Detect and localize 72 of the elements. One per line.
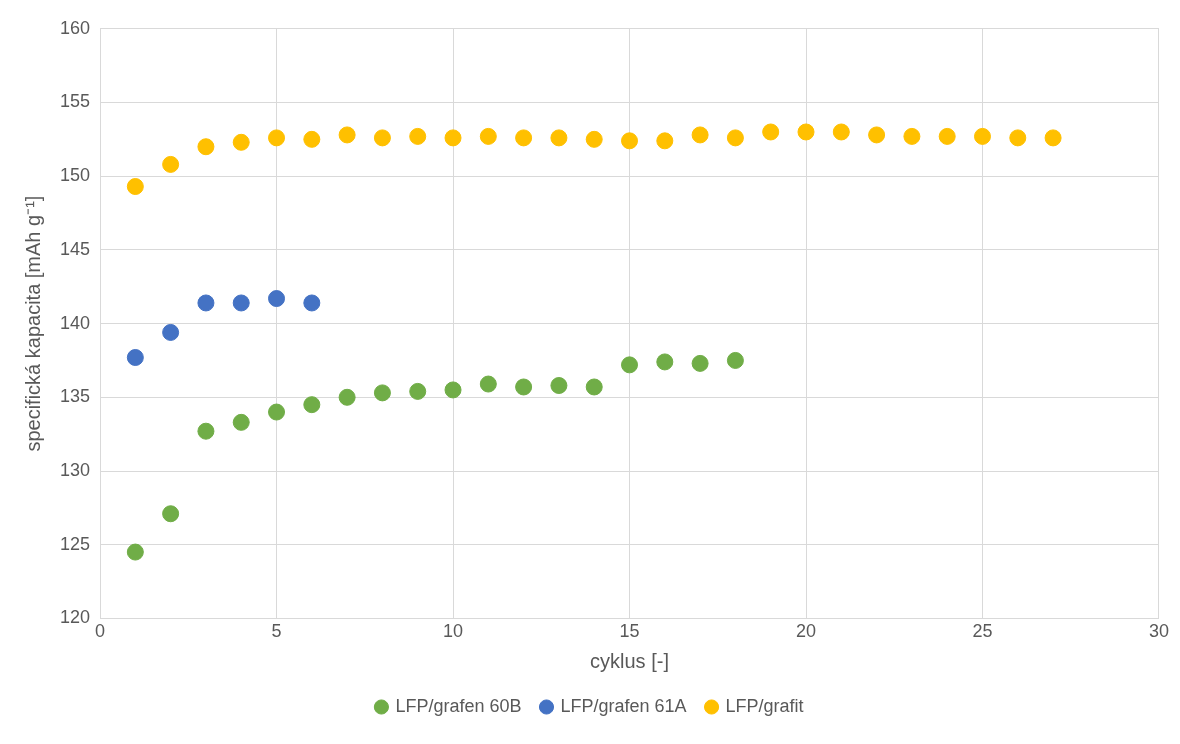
point [232, 294, 250, 312]
y-tick-label: 135 [59, 386, 91, 407]
y-tick-label: 150 [59, 165, 91, 186]
point [515, 378, 533, 396]
point [444, 381, 462, 399]
x-tick-label: 25 [972, 621, 993, 642]
point [832, 123, 850, 141]
point [762, 123, 780, 141]
point [162, 323, 180, 341]
point [797, 123, 815, 141]
point [232, 133, 250, 151]
point [550, 377, 568, 395]
point [303, 294, 321, 312]
point [268, 129, 286, 147]
point [303, 130, 321, 148]
point [268, 290, 286, 308]
y-tick-label: 130 [59, 459, 91, 480]
x-tick-label: 10 [443, 621, 464, 642]
point [1009, 129, 1027, 147]
point [409, 382, 427, 400]
x-tick-label: 20 [795, 621, 817, 642]
point [197, 294, 215, 312]
y-tick-label: 155 [59, 91, 91, 112]
point [268, 403, 286, 421]
point [303, 396, 321, 414]
point [585, 378, 603, 396]
x-tick-label: 0 [95, 621, 106, 642]
x-axis-title: cyklus [-] [590, 649, 669, 672]
point [515, 129, 533, 147]
point [338, 126, 356, 144]
point [621, 356, 639, 374]
point [585, 130, 603, 148]
point [162, 155, 180, 173]
x-tick-label: 5 [271, 621, 282, 642]
point [691, 126, 709, 144]
y-tick-label: 125 [59, 533, 91, 554]
legend-label: LFP/grafit [725, 695, 804, 716]
point [197, 138, 215, 156]
point [903, 127, 921, 145]
point [479, 127, 497, 145]
point [162, 505, 180, 523]
point [974, 127, 991, 145]
point [1044, 129, 1062, 147]
point [444, 129, 462, 147]
point [338, 388, 356, 406]
point [373, 129, 391, 147]
point [126, 543, 144, 561]
legend-label: LFP/grafen 60B [395, 695, 522, 716]
y-tick-label: 145 [59, 238, 91, 259]
point [479, 375, 497, 393]
point [232, 413, 250, 431]
point [726, 351, 744, 369]
y-tick-label: 140 [59, 312, 91, 333]
point [621, 132, 639, 150]
y-tick-label: 160 [59, 17, 91, 38]
point [656, 353, 674, 371]
point [126, 178, 144, 196]
x-tick-label: 30 [1148, 621, 1169, 642]
point [550, 129, 568, 147]
point [126, 349, 144, 366]
x-tick-label: 15 [619, 621, 640, 642]
point [938, 127, 956, 145]
point [656, 132, 674, 150]
point [409, 127, 427, 145]
point [726, 129, 744, 147]
point [691, 354, 709, 372]
point [197, 422, 215, 440]
point [373, 384, 391, 402]
point [868, 126, 886, 144]
y-axis-title: specifická kapacita [mAh g⁻¹] [21, 195, 44, 452]
legend-label: LFP/grafen 61A [560, 695, 687, 716]
y-tick-label: 120 [59, 607, 91, 628]
